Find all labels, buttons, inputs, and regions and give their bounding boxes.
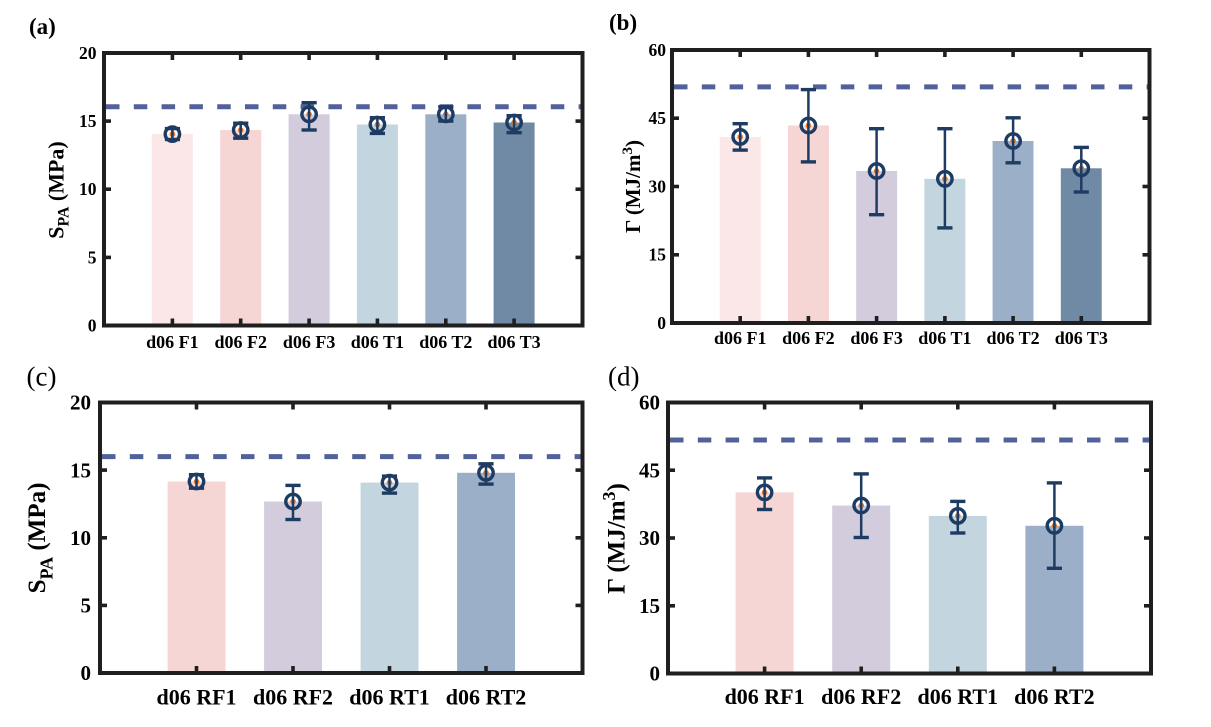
svg-text:0: 0 bbox=[650, 662, 661, 686]
svg-text:10: 10 bbox=[79, 179, 97, 199]
svg-text:30: 30 bbox=[639, 526, 660, 550]
svg-text:d06 F3: d06 F3 bbox=[850, 328, 903, 348]
svg-text:45: 45 bbox=[639, 458, 660, 482]
svg-text:d06 RT2: d06 RT2 bbox=[1014, 684, 1095, 709]
svg-text:Γ (MJ/m3): Γ (MJ/m3) bbox=[620, 140, 645, 233]
svg-text:d06 RT2: d06 RT2 bbox=[446, 685, 527, 710]
svg-text:30: 30 bbox=[649, 176, 667, 196]
svg-text:d06 RF1: d06 RF1 bbox=[156, 685, 236, 710]
svg-text:5: 5 bbox=[81, 594, 92, 618]
svg-text:15: 15 bbox=[70, 458, 91, 482]
svg-text:5: 5 bbox=[88, 247, 97, 267]
svg-text:0: 0 bbox=[657, 313, 666, 333]
svg-text:d06 RF2: d06 RF2 bbox=[253, 685, 333, 710]
svg-text:d06 F2: d06 F2 bbox=[214, 332, 267, 352]
svg-text:d06 RF2: d06 RF2 bbox=[821, 684, 901, 709]
svg-text:20: 20 bbox=[79, 43, 97, 63]
svg-text:SPA (MPa): SPA (MPa) bbox=[44, 141, 73, 239]
svg-text:10: 10 bbox=[70, 526, 91, 550]
svg-text:d06 F2: d06 F2 bbox=[782, 328, 835, 348]
svg-text:15: 15 bbox=[79, 111, 97, 131]
svg-text:d06 RT1: d06 RT1 bbox=[918, 684, 999, 709]
svg-text:d06 T1: d06 T1 bbox=[918, 328, 971, 348]
svg-text:d06 F1: d06 F1 bbox=[714, 328, 767, 348]
svg-text:60: 60 bbox=[649, 40, 667, 60]
svg-text:d06 T2: d06 T2 bbox=[986, 328, 1039, 348]
svg-text:d06 T3: d06 T3 bbox=[487, 332, 540, 352]
svg-text:0: 0 bbox=[81, 661, 92, 685]
svg-text:d06 F3: d06 F3 bbox=[283, 332, 336, 352]
svg-text:15: 15 bbox=[649, 245, 667, 265]
svg-text:45: 45 bbox=[649, 108, 667, 128]
svg-text:d06 RT1: d06 RT1 bbox=[349, 685, 430, 710]
svg-text:d06 RF1: d06 RF1 bbox=[725, 684, 805, 709]
svg-text:0: 0 bbox=[88, 315, 97, 335]
svg-text:60: 60 bbox=[639, 391, 660, 415]
svg-text:(b): (b) bbox=[609, 10, 637, 35]
svg-text:SPA (MPa): SPA (MPa) bbox=[24, 483, 57, 594]
svg-text:d06 T3: d06 T3 bbox=[1055, 328, 1108, 348]
svg-text:(d): (d) bbox=[608, 362, 639, 392]
svg-text:Γ (MJ/m3): Γ (MJ/m3) bbox=[599, 483, 631, 594]
svg-text:20: 20 bbox=[70, 391, 91, 415]
svg-text:(c): (c) bbox=[27, 362, 57, 392]
svg-text:(a): (a) bbox=[29, 14, 56, 39]
svg-text:d06 T2: d06 T2 bbox=[419, 332, 472, 352]
svg-text:15: 15 bbox=[639, 594, 660, 618]
svg-text:d06 T1: d06 T1 bbox=[351, 332, 404, 352]
svg-text:d06 F1: d06 F1 bbox=[146, 332, 199, 352]
